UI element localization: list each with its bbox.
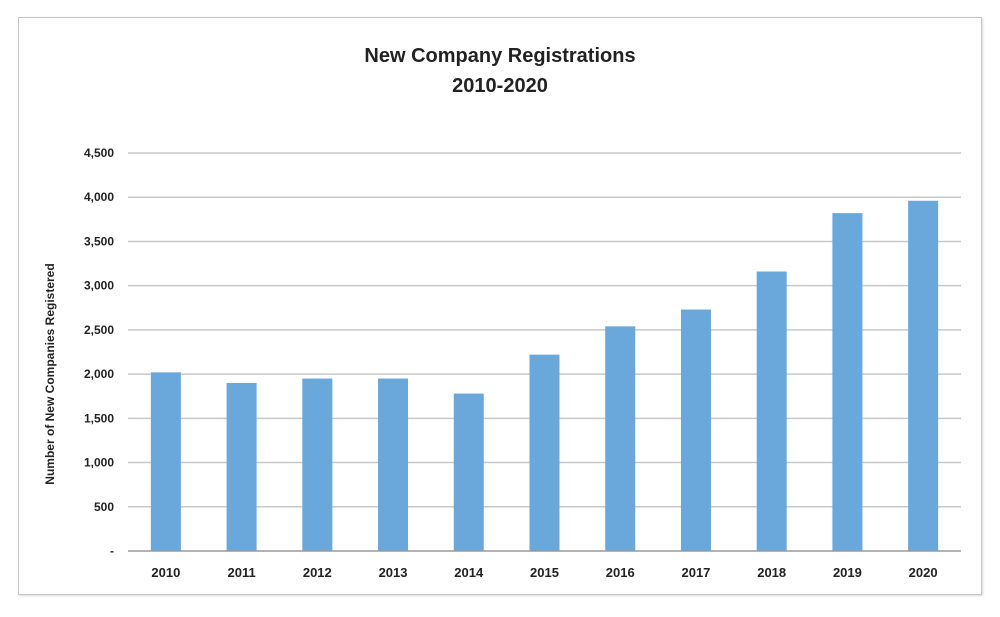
bar-2020 [908, 200, 939, 551]
x-tick-label: 2014 [454, 565, 484, 580]
y-tick-label: 3,000 [84, 279, 114, 293]
x-tick-label: 2020 [909, 565, 938, 580]
x-tick-label: 2019 [833, 565, 862, 580]
chart-frame: New Company Registrations 2010-2020 Numb… [18, 17, 982, 595]
y-tick-label: 4,000 [84, 190, 114, 204]
x-tick-label: 2012 [303, 565, 332, 580]
y-tick-label: - [110, 544, 114, 558]
y-tick-label: 2,000 [84, 367, 114, 381]
y-tick-label: 4,500 [84, 146, 114, 160]
bar-2015 [529, 354, 560, 551]
bar-2018 [756, 271, 787, 551]
bars [150, 200, 939, 552]
bar-2013 [378, 378, 409, 551]
x-tick-label: 2011 [227, 565, 255, 580]
x-tick-label: 2015 [530, 565, 559, 580]
bar-2011 [226, 382, 257, 551]
chart-title: New Company Registrations 2010-2020 [364, 45, 635, 97]
bar-2012 [302, 378, 333, 551]
chart-title-line-1: New Company Registrations [364, 45, 635, 67]
y-axis-title: Number of New Companies Registered [43, 263, 57, 484]
x-tick-labels: 2010 2011 2012 2013 2014 2015 2016 2017 2018 2019… [151, 565, 937, 580]
bar-2017 [680, 309, 711, 551]
bar-chart: New Company Registrations 2010-2020 Numb… [43, 45, 961, 580]
x-tick-label: 2016 [606, 565, 635, 580]
bar-2016 [605, 326, 636, 551]
y-tick-label: 1,000 [84, 456, 114, 470]
x-tick-label: 2013 [379, 565, 408, 580]
bar-2014 [453, 393, 484, 551]
bar-2010 [150, 372, 181, 551]
y-tick-label: 500 [94, 500, 114, 514]
y-tick-label: 1,500 [84, 411, 114, 425]
bar-2019 [832, 213, 863, 552]
y-tick-label: 2,500 [84, 323, 114, 337]
x-tick-label: 2010 [151, 565, 180, 580]
x-tick-label: 2018 [757, 565, 786, 580]
y-tick-label: 3,500 [84, 234, 114, 248]
gridlines [128, 152, 961, 508]
y-tick-labels: - 500 1,000 1,500 2,000 2,500 3,000 3,500 4,000 4… [84, 146, 114, 558]
chart-title-line-2: 2010-2020 [452, 75, 548, 97]
x-tick-label: 2017 [681, 565, 710, 580]
